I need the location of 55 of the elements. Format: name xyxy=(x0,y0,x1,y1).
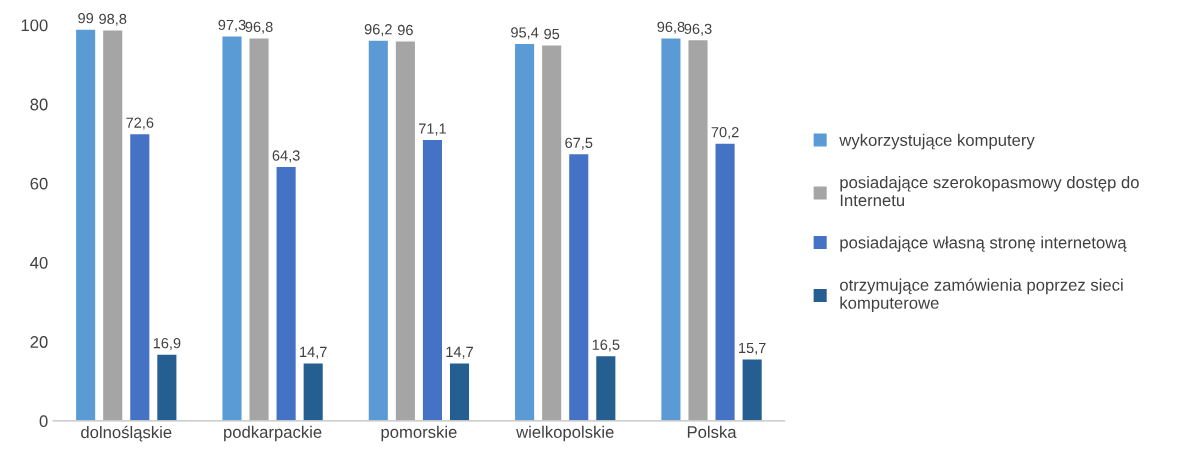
bar xyxy=(248,36,270,421)
bar xyxy=(128,132,151,421)
y-tick-label: 80 xyxy=(30,98,48,111)
data-label: 97,3 xyxy=(218,19,246,32)
data-label: 64,3 xyxy=(272,150,300,163)
y-tick-label: 100 xyxy=(21,19,48,32)
bar xyxy=(687,38,709,421)
legend-label: posiadające własną stronę internetową xyxy=(840,236,1127,252)
data-label: 95 xyxy=(544,28,560,40)
bar xyxy=(741,358,764,421)
legend-label: wykorzystujące komputery xyxy=(839,133,1035,150)
bar xyxy=(714,142,737,421)
x-tick-label: podkarpackie xyxy=(224,425,322,442)
legend-label: otrzymujące zamówienia poprzez sieci komputerowe xyxy=(840,278,1123,313)
y-tick-label: 60 xyxy=(30,177,48,190)
data-label: 96 xyxy=(397,24,413,36)
data-label: 96,8 xyxy=(245,21,273,34)
data-label: 70,2 xyxy=(711,127,739,140)
bar xyxy=(275,165,298,421)
data-label: 72,6 xyxy=(126,117,154,130)
bar xyxy=(394,40,417,421)
data-label: 15,7 xyxy=(739,342,766,355)
data-label: 14,7 xyxy=(446,346,473,359)
y-tick-label: 40 xyxy=(30,256,48,269)
bar xyxy=(448,361,471,421)
legend-label: posiadające szerokopasmowy dostęp do Internetu xyxy=(840,176,1139,207)
data-label: 96,8 xyxy=(657,21,685,34)
data-label: 71,1 xyxy=(418,123,446,136)
bar xyxy=(513,42,536,421)
data-label: 99 xyxy=(78,13,94,24)
data-label: 67,5 xyxy=(565,137,593,150)
bar xyxy=(221,35,243,421)
data-label: 96,2 xyxy=(364,24,392,37)
x-tick-label: dolnośląskie xyxy=(81,425,172,442)
bar xyxy=(567,152,590,421)
bar xyxy=(659,36,682,421)
bar xyxy=(155,353,178,421)
data-label: 16,5 xyxy=(592,339,620,352)
bar xyxy=(74,28,97,421)
data-label: 14,7 xyxy=(300,346,327,359)
bar xyxy=(101,29,124,421)
bar xyxy=(302,361,325,421)
data-label: 16,9 xyxy=(153,337,181,351)
x-tick-label: Polska xyxy=(687,425,737,438)
y-tick-label: 20 xyxy=(30,336,48,348)
data-label: 98,8 xyxy=(99,13,127,26)
bar xyxy=(594,354,617,421)
bar xyxy=(367,39,390,421)
x-tick-label: pomorskie xyxy=(381,425,457,442)
bar xyxy=(540,44,563,421)
data-label: 96,3 xyxy=(684,23,712,36)
x-tick-label: wielkopolskie xyxy=(516,425,614,442)
y-tick-label: 0 xyxy=(39,415,48,428)
data-label: 95,4 xyxy=(511,27,539,40)
bar xyxy=(421,138,444,421)
